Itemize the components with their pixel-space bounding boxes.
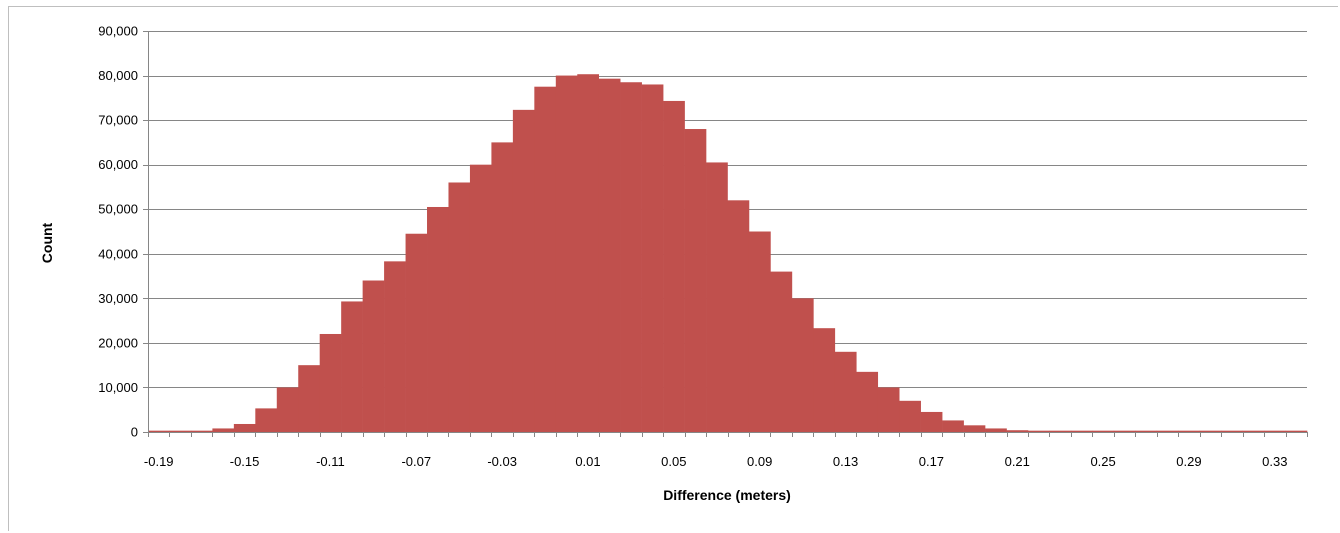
x-tick-label: 0.13	[833, 454, 858, 469]
x-tick-label: 0.09	[747, 454, 772, 469]
y-tick-label: 20,000	[98, 335, 138, 350]
histogram-bar	[1242, 430, 1265, 432]
y-tick-label: 0	[131, 425, 138, 440]
x-tick-labels: -0.19 -0.15 -0.11 -0.07 -0.03 0.01 0.05 0.09 0.1…	[144, 454, 1288, 469]
histogram-bar	[212, 428, 235, 432]
histogram-bar	[384, 261, 406, 432]
histogram-bar	[813, 328, 836, 432]
x-tick-label: -0.15	[230, 454, 260, 469]
histogram-bar	[341, 301, 363, 432]
histogram-bar	[512, 109, 535, 433]
histogram-bar	[1113, 430, 1136, 432]
axes	[143, 31, 1308, 437]
y-axis-title: Count	[39, 222, 55, 263]
histogram-bar	[1049, 430, 1072, 432]
histogram-bar	[920, 411, 943, 432]
histogram-bar	[319, 333, 342, 432]
y-tick-label: 90,000	[98, 24, 138, 39]
histogram-bar	[748, 231, 771, 432]
histogram-bar	[298, 365, 320, 432]
histogram-bar	[190, 430, 213, 432]
histogram-bar	[255, 408, 278, 432]
x-tick-label: 0.25	[1090, 454, 1115, 469]
histogram-bar	[1006, 430, 1029, 432]
x-tick-label: 0.17	[919, 454, 944, 469]
histogram-bar	[1027, 430, 1050, 432]
histogram-bar	[706, 162, 728, 432]
histogram-bar	[427, 206, 449, 432]
x-tick-label: -0.07	[401, 454, 431, 469]
y-tick-label: 80,000	[98, 68, 138, 83]
x-tick-label: -0.03	[487, 454, 517, 469]
histogram-bar	[963, 425, 986, 432]
histogram-bar	[534, 86, 557, 432]
histogram-bar	[942, 420, 964, 432]
x-tick-label: -0.11	[316, 454, 345, 469]
histogram-bar	[899, 400, 921, 432]
histogram-bar	[1156, 430, 1179, 432]
histogram-bar	[985, 428, 1007, 432]
histogram-bar	[577, 74, 600, 432]
x-tick-label: 0.33	[1262, 454, 1287, 469]
histogram-bar	[1070, 430, 1093, 432]
histogram-bar	[1264, 430, 1286, 432]
histogram-bar	[491, 142, 514, 432]
x-tick-label: -0.19	[144, 454, 174, 469]
histogram-bar	[727, 200, 750, 432]
histogram-bar	[362, 280, 385, 432]
histogram-bar	[770, 271, 793, 432]
histogram-bar	[405, 233, 428, 432]
histogram-bar	[233, 423, 256, 432]
histogram-bar	[1135, 430, 1158, 432]
x-tick-label: 0.05	[661, 454, 686, 469]
bars	[148, 74, 1308, 433]
histogram-bar	[448, 182, 471, 432]
histogram-bar	[1221, 430, 1243, 432]
y-tick-label: 70,000	[98, 113, 138, 128]
histogram-bar	[620, 82, 642, 433]
chart-frame	[8, 6, 1338, 531]
histogram-bar	[1285, 430, 1308, 432]
histogram-bar	[276, 387, 299, 432]
x-tick-label: 0.29	[1176, 454, 1201, 469]
histogram-bar	[555, 75, 578, 432]
histogram-bar	[641, 84, 664, 432]
histogram-bar	[877, 387, 900, 432]
x-axis-title: Difference (meters)	[663, 487, 791, 503]
y-tick-label: 30,000	[98, 291, 138, 306]
y-tick-label: 40,000	[98, 246, 138, 261]
y-tick-label: 60,000	[98, 157, 138, 172]
y-tick-label: 50,000	[98, 202, 138, 217]
histogram-bar	[684, 129, 707, 432]
histogram-bar	[834, 351, 857, 432]
histogram-bar	[469, 164, 492, 433]
histogram-bar	[663, 100, 685, 432]
x-tick-label: 0.01	[575, 454, 600, 469]
y-tick-label: 10,000	[98, 380, 138, 395]
histogram-bar	[791, 298, 814, 432]
histogram-bar	[169, 430, 192, 432]
y-tick-labels: 0 10,000 20,000 30,000 40,000 50,000 60,000 70,…	[98, 24, 138, 440]
histogram-bar	[598, 78, 621, 433]
histogram-bar	[1092, 430, 1115, 432]
histogram-bar	[148, 430, 170, 432]
histogram-bar	[1178, 430, 1200, 432]
x-tick-label: 0.21	[1005, 454, 1030, 469]
histogram-bar	[856, 371, 879, 432]
histogram-bar	[1199, 430, 1222, 432]
